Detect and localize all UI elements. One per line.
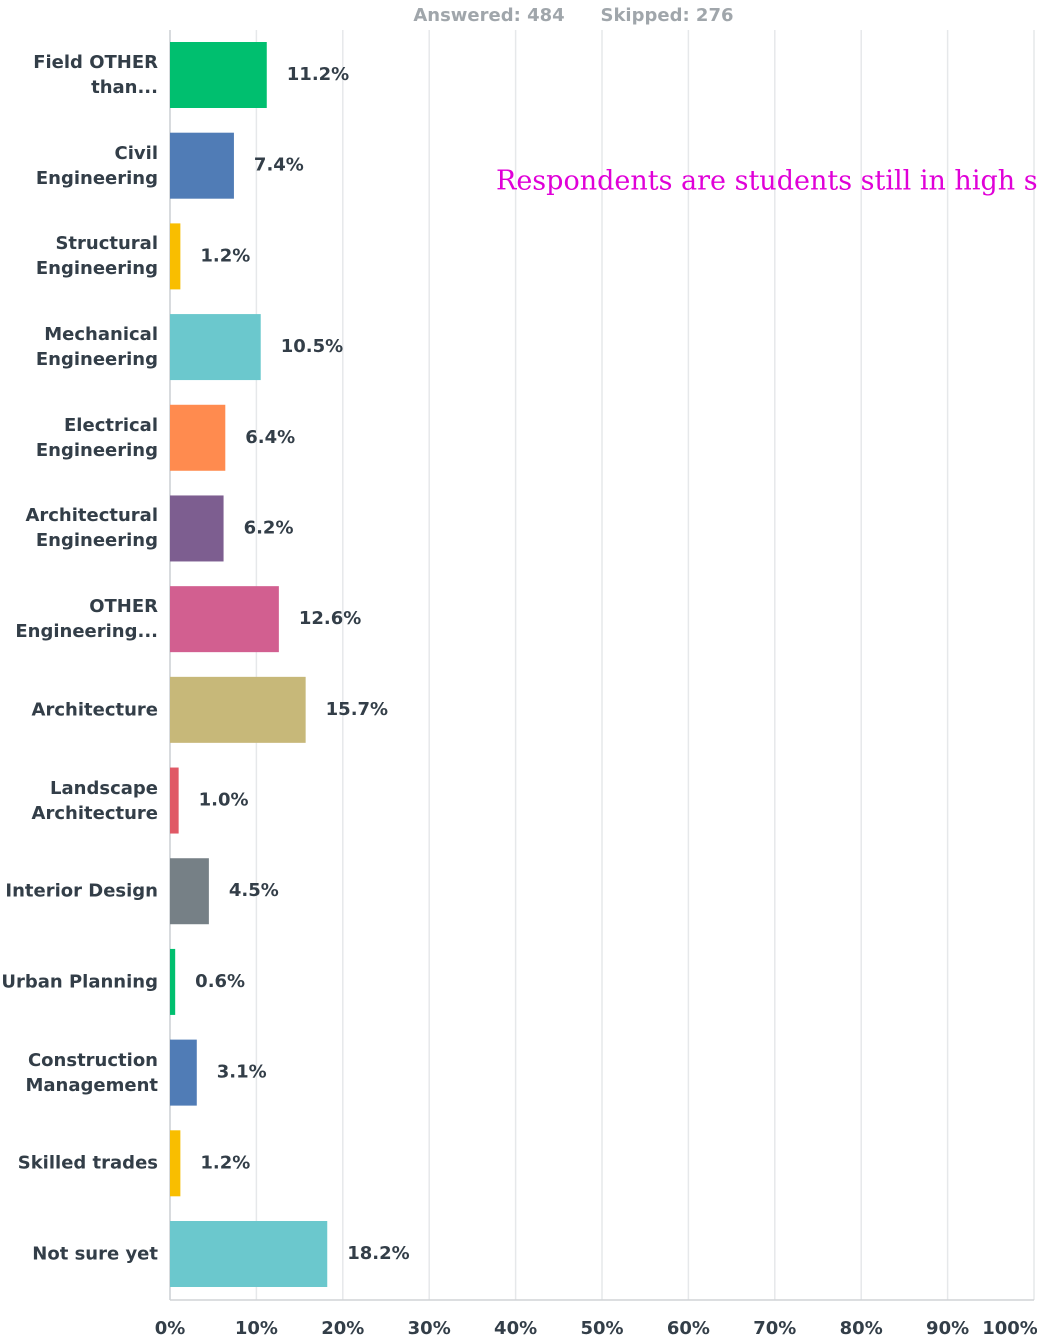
bar	[170, 1221, 328, 1287]
category-label: Architectural Engineering	[25, 505, 158, 552]
x-tick-label: 90%	[926, 1318, 969, 1339]
category-label: Skilled trades	[17, 1152, 158, 1174]
value-label: 6.2%	[244, 517, 294, 538]
x-tick-label: 0%	[155, 1318, 186, 1339]
x-tick-label: 60%	[667, 1318, 710, 1339]
value-label: 1.2%	[200, 245, 250, 266]
x-tick-label: 40%	[494, 1318, 537, 1339]
bar	[170, 676, 306, 743]
category-label: Urban Planning	[1, 971, 158, 993]
value-label: 4.5%	[229, 880, 279, 901]
x-tick-label: 80%	[840, 1318, 883, 1339]
value-label: 11.2%	[287, 64, 349, 85]
answered: Answered: 484	[413, 5, 564, 26]
value-label: 7.4%	[254, 155, 304, 176]
bar	[170, 223, 181, 290]
value-label: 0.6%	[195, 971, 245, 992]
value-label: 1.2%	[200, 1152, 250, 1173]
category-label: Not sure yet	[32, 1243, 158, 1265]
value-label: 3.1%	[217, 1062, 267, 1083]
bar	[170, 948, 176, 1015]
x-tick-label: 50%	[580, 1318, 623, 1339]
value-label: 6.4%	[245, 427, 295, 448]
value-label: 12.6%	[299, 608, 361, 629]
category-label: OTHER Engineering...	[15, 596, 158, 643]
x-tick-label: 20%	[321, 1318, 364, 1339]
bar	[170, 314, 261, 381]
category-label: Electrical Engineering	[35, 414, 158, 461]
value-label: 10.5%	[281, 336, 343, 357]
annotation: Respondents are students still in high s…	[496, 166, 1037, 197]
category-label: Architecture	[31, 699, 158, 721]
bar	[170, 1039, 197, 1106]
bar	[170, 495, 224, 562]
category-label: Civil Engineering	[35, 142, 158, 189]
x-tick-label: 100%	[982, 1318, 1037, 1339]
x-tick-label: 30%	[408, 1318, 451, 1339]
category-label: Field OTHER than...	[33, 52, 158, 98]
bar	[170, 767, 179, 834]
bar	[170, 858, 209, 925]
value-label: 18.2%	[347, 1243, 409, 1264]
bar	[170, 586, 279, 653]
x-tick-label: 70%	[753, 1318, 796, 1339]
category-label: Structural Engineering	[35, 233, 158, 280]
x-tick-label: 10%	[235, 1318, 278, 1339]
bar	[170, 42, 267, 108]
value-label: 1.0%	[199, 790, 249, 811]
category-label: Landscape Architecture	[31, 777, 158, 824]
value-label: 15.7%	[326, 699, 388, 720]
bar	[170, 1130, 181, 1197]
bar	[170, 404, 226, 471]
category-label: Interior Design	[5, 880, 158, 902]
bar	[170, 132, 234, 199]
category-label: Construction Management	[25, 1049, 159, 1096]
category-label: Mechanical Engineering	[35, 324, 158, 371]
grid	[169, 30, 1035, 1300]
skipped: Skipped: 276	[600, 5, 733, 26]
